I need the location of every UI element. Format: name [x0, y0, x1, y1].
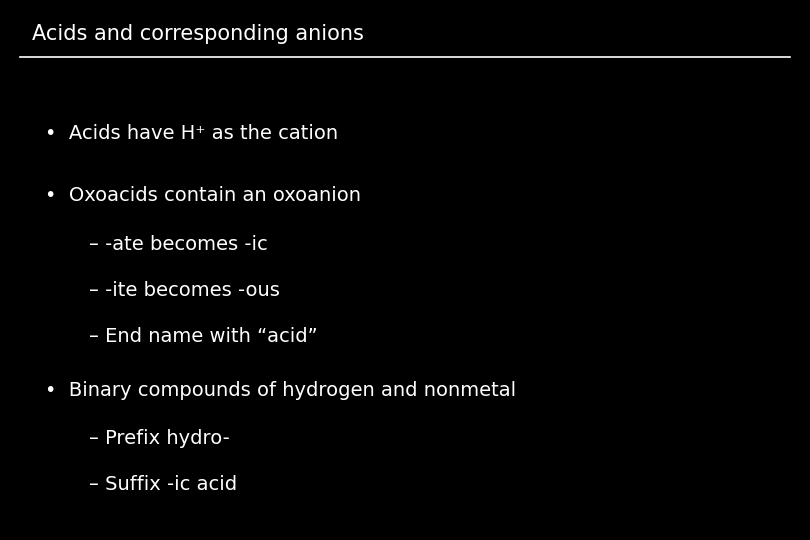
Text: Acids and corresponding anions: Acids and corresponding anions [32, 24, 364, 44]
Text: – Prefix hydro-: – Prefix hydro- [89, 429, 230, 448]
Text: – -ate becomes -ic: – -ate becomes -ic [89, 235, 268, 254]
Text: – End name with “acid”: – End name with “acid” [89, 327, 318, 346]
Text: – Suffix -ic acid: – Suffix -ic acid [89, 475, 237, 494]
Text: – -ite becomes -ous: – -ite becomes -ous [89, 281, 280, 300]
Text: •  Binary compounds of hydrogen and nonmetal: • Binary compounds of hydrogen and nonme… [45, 381, 516, 400]
Text: •  Acids have H⁺ as the cation: • Acids have H⁺ as the cation [45, 124, 338, 143]
Text: •  Oxoacids contain an oxoanion: • Oxoacids contain an oxoanion [45, 186, 360, 205]
